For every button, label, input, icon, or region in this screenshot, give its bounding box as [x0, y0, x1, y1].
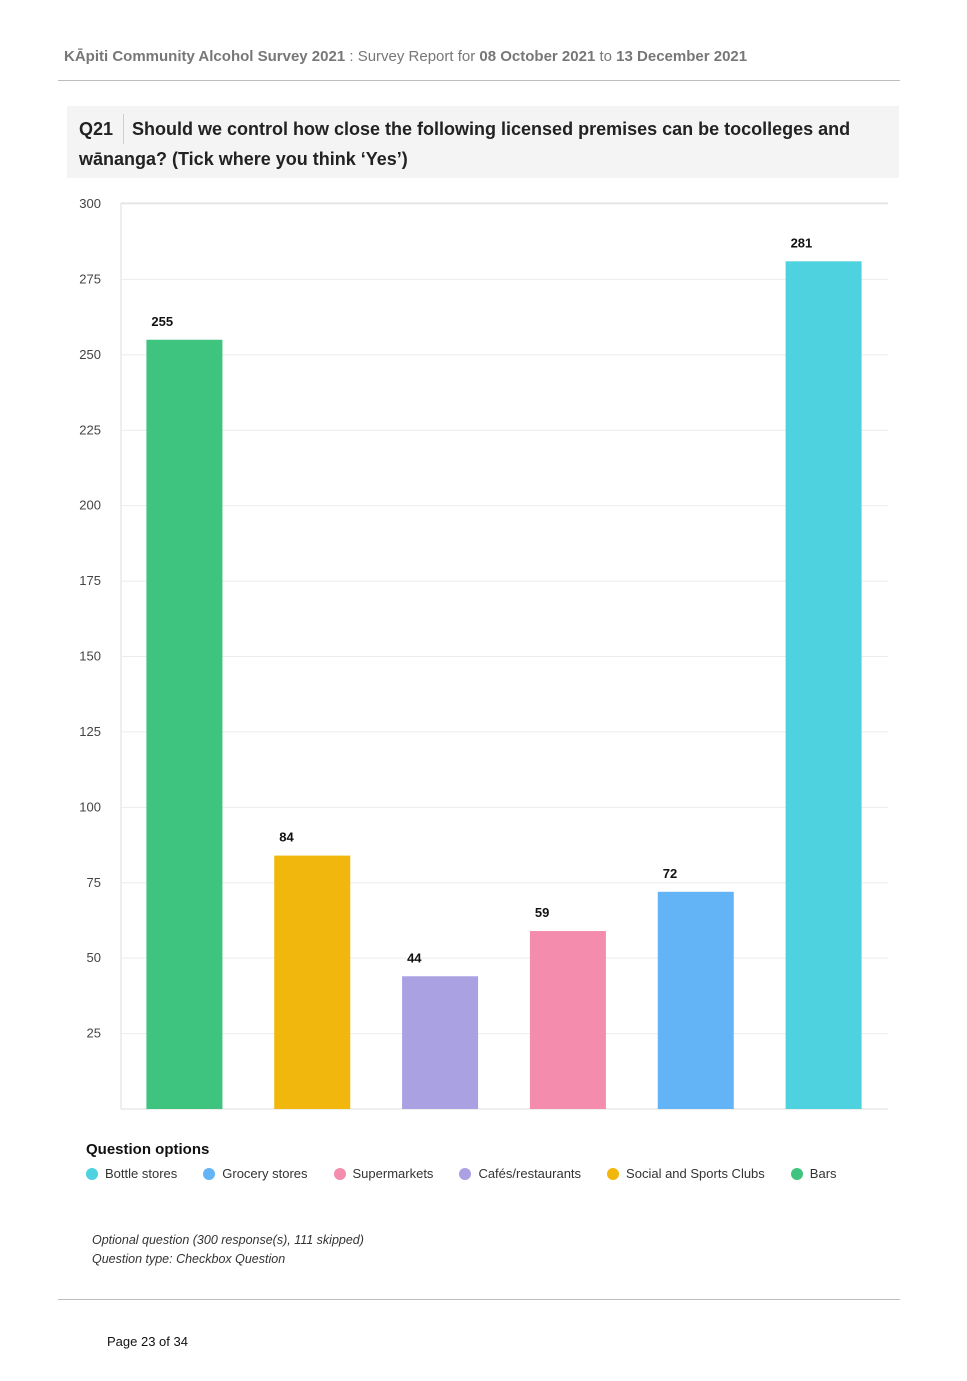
bar-4 [529, 931, 606, 1109]
y-tick-label: 100 [79, 799, 101, 814]
y-tick-label: 250 [79, 347, 101, 362]
legend-item: Bars [790, 1166, 837, 1181]
report-for-label: Survey Report for [357, 48, 480, 65]
question-text: Should we control how close the followin… [79, 119, 851, 169]
y-tick-label: 125 [79, 724, 101, 739]
legend-item: Bottle stores [86, 1166, 177, 1181]
legend-swatch [459, 1167, 472, 1180]
legend-title: Question options [86, 1141, 210, 1158]
y-tick-label: 75 [87, 875, 101, 890]
data-label: 72 [663, 866, 677, 881]
question-meta: Optional question (300 response(s), 111 … [92, 1231, 364, 1269]
y-tick-label: 175 [79, 573, 101, 588]
page-number: Page 23 of 34 [107, 1334, 188, 1349]
data-label: 84 [279, 830, 294, 845]
bar-2 [274, 855, 351, 1109]
legend-label: Bars [809, 1166, 837, 1181]
legend-item: Social and Sports Clubs [607, 1166, 765, 1181]
legend: Bottle stores Grocery stores Supermarkets C… [86, 1166, 863, 1181]
legend-label: Bottle stores [105, 1166, 178, 1181]
question-box: Q21 Should we control how close the follo… [67, 106, 899, 178]
y-tick-label: 275 [79, 271, 101, 286]
y-tick-label: 225 [79, 422, 101, 437]
y-tick-label: 50 [87, 950, 101, 965]
data-label: 44 [407, 950, 422, 965]
header-divider [58, 80, 900, 81]
data-label: 281 [791, 235, 813, 250]
legend-swatch [86, 1167, 98, 1180]
legend-swatch [607, 1167, 620, 1180]
footer-divider [58, 1299, 900, 1300]
start-date: 08 October 2021 [479, 48, 596, 65]
optional-question-note: Optional question (300 response(s), 111 … [92, 1233, 364, 1247]
legend-item: Supermarkets [333, 1166, 434, 1181]
bar-3 [402, 976, 479, 1109]
bar-1 [146, 339, 223, 1109]
header-separator: : [345, 48, 358, 65]
question-type-note: Question type: Checkbox Question [92, 1252, 286, 1266]
y-tick-label: 25 [87, 1026, 101, 1041]
legend-label: Grocery stores [222, 1166, 308, 1181]
bar-5 [657, 891, 734, 1109]
legend-swatch [333, 1167, 346, 1180]
question-number: Q21 [79, 114, 125, 144]
to-label: to [595, 48, 617, 65]
legend-label: Supermarkets [352, 1166, 434, 1181]
bar-6 [785, 261, 862, 1110]
end-date: 13 December 2021 [616, 48, 748, 65]
y-tick-label: 300 [79, 196, 101, 211]
data-label: 255 [151, 314, 173, 329]
legend-swatch [790, 1167, 803, 1180]
legend-label: Cafés/restaurants [478, 1166, 582, 1181]
report-header: KĀpiti Community Alcohol Survey 2021 : S… [64, 48, 747, 65]
y-tick-label: 200 [79, 498, 101, 513]
y-tick-label: 150 [79, 649, 101, 664]
data-label: 59 [535, 905, 549, 920]
legend-label: Social and Sports Clubs [626, 1166, 765, 1181]
legend-swatch [203, 1167, 216, 1180]
legend-item: Grocery stores [203, 1166, 308, 1181]
survey-name: KĀpiti Community Alcohol Survey 2021 [64, 48, 346, 65]
legend-item: Cafés/restaurants [459, 1166, 581, 1181]
